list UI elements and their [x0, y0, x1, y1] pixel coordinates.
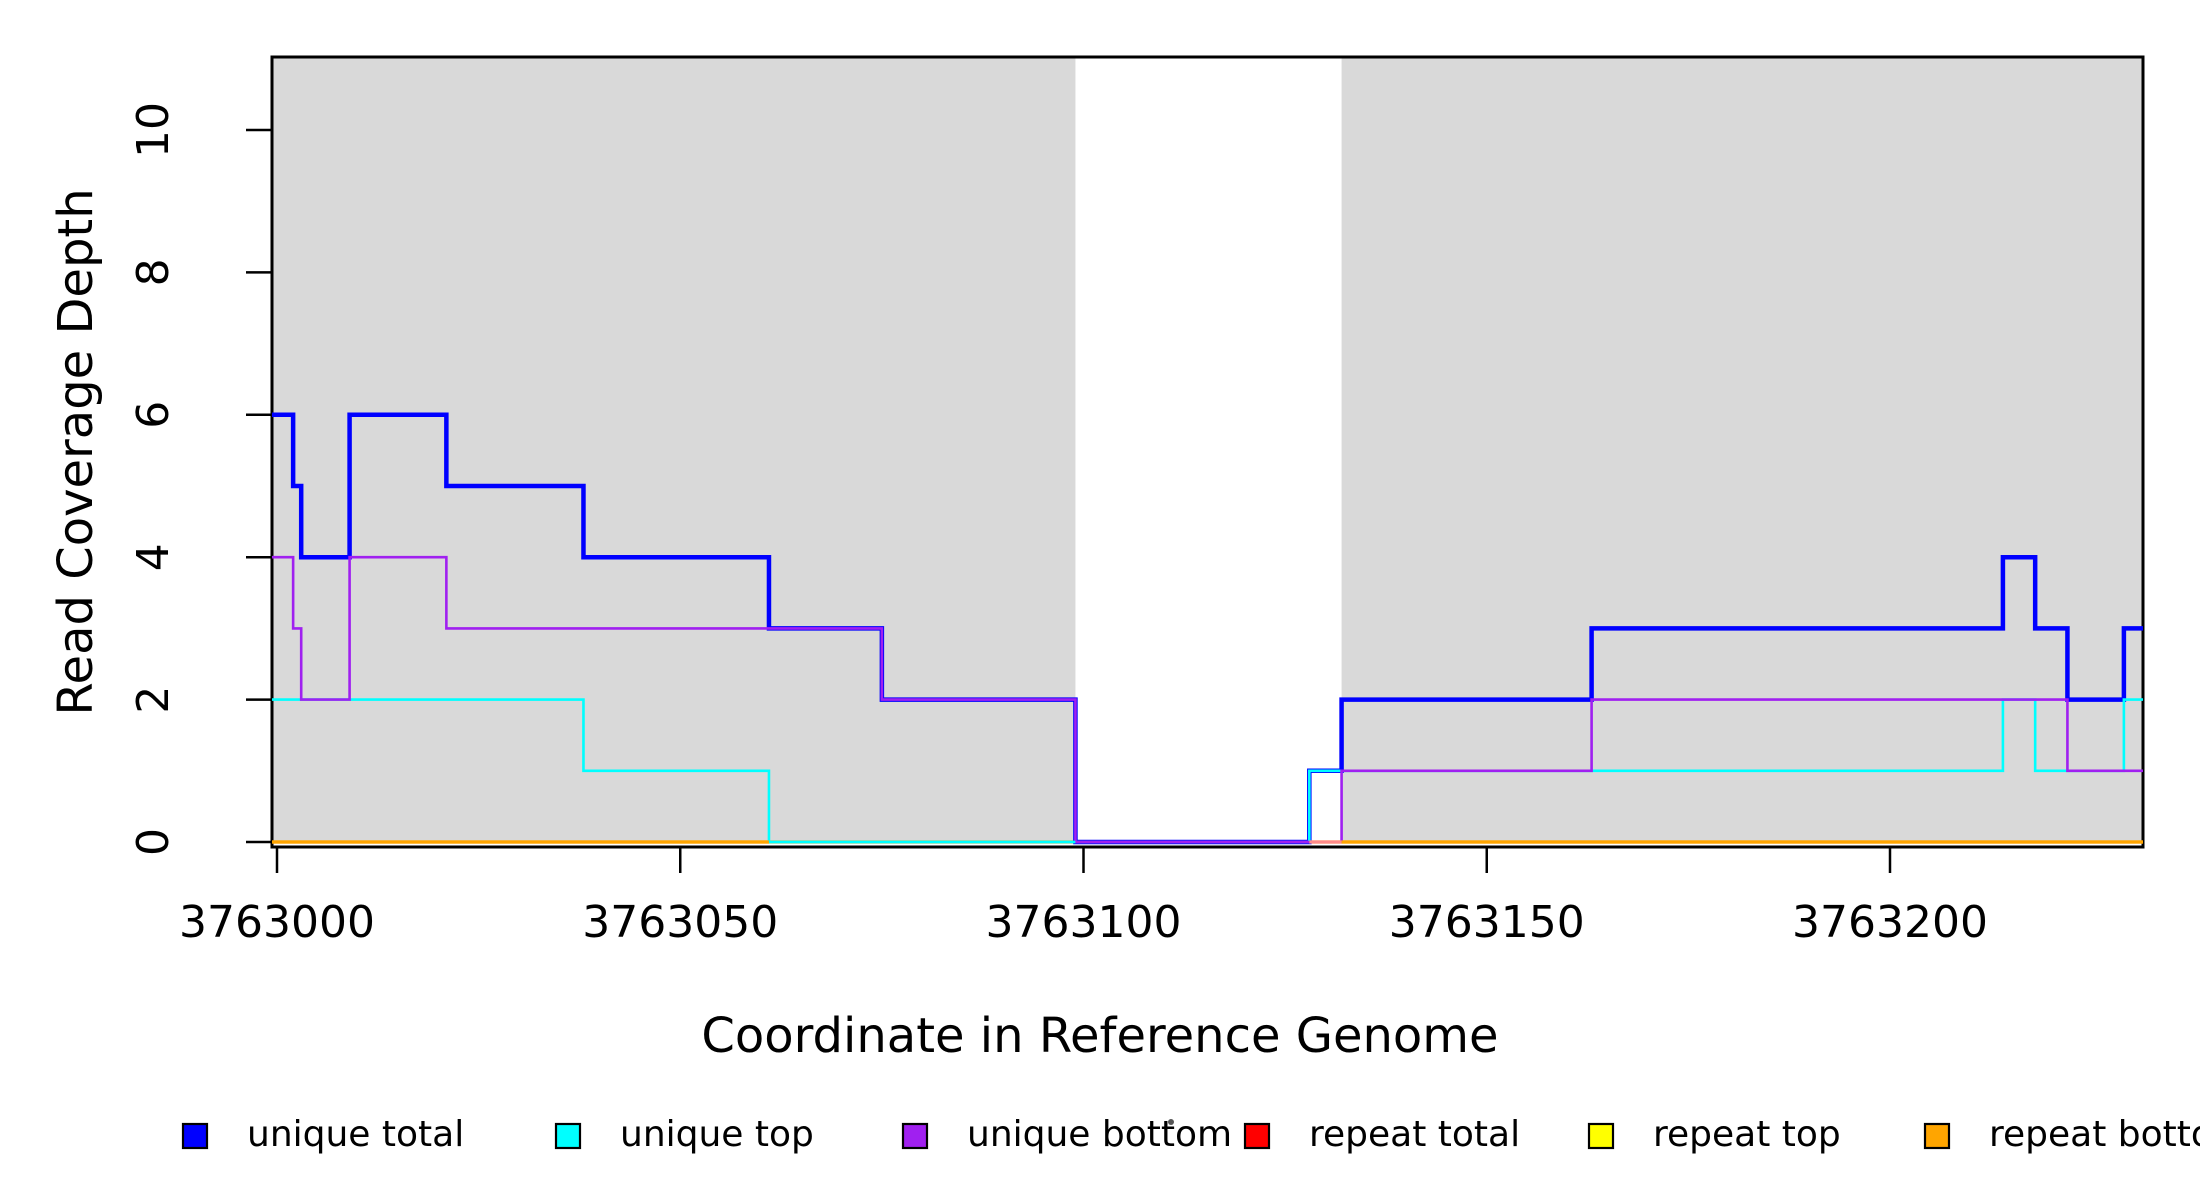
axis-ticks-layer: 3763000 3763050 3763100 3763150 3763200 0 2 4 6 8… — [128, 102, 1988, 948]
x-axis-tick-label: 3763000 — [179, 897, 375, 948]
y-axis-tick-label: 0 — [128, 828, 179, 856]
legend-item-repeat-top: repeat top — [1587, 1114, 1841, 1155]
y-axis-tick-label: 2 — [128, 686, 179, 714]
y-axis-title: Read Coverage Depth — [48, 188, 104, 715]
y-axis-tick-label: 10 — [128, 102, 179, 158]
legend-label: repeat top — [1653, 1114, 1841, 1155]
y-axis-tick-label: 6 — [128, 401, 179, 429]
legend-swatch — [181, 1122, 209, 1150]
legend-item-unique-bottom: unique bottom — [901, 1114, 1232, 1155]
shaded-regions-layer — [272, 57, 2143, 842]
legend-item-unique-total: unique total — [181, 1114, 464, 1155]
y-axis-tick-label: 8 — [128, 258, 179, 286]
legend: unique total unique top unique bottom repea… — [181, 1114, 2200, 1155]
legend-label: unique top — [620, 1114, 814, 1155]
legend-label: unique bottom — [967, 1114, 1232, 1155]
shaded-region — [272, 57, 1076, 842]
legend-swatch — [1243, 1122, 1271, 1150]
y-axis-tick-label: 4 — [128, 543, 179, 571]
x-axis-tick-label: 3763100 — [986, 897, 1182, 948]
legend-label: repeat bottom — [1989, 1114, 2200, 1155]
x-axis-tick-label: 3763200 — [1792, 897, 1988, 948]
legend-item-repeat-total: repeat total — [1243, 1114, 1520, 1155]
x-axis-tick-label: 3763050 — [582, 897, 778, 948]
stray-mark — [1168, 1119, 1174, 1125]
legend-swatch — [1923, 1122, 1951, 1150]
plot-frame — [270, 55, 2145, 849]
plot-frame-layer — [270, 55, 2145, 849]
legend-swatch — [554, 1122, 582, 1150]
legend-swatch — [1587, 1122, 1615, 1150]
series-line-unique-bottom — [272, 555, 2143, 844]
x-axis-title: Coordinate in Reference Genome — [701, 1008, 1498, 1064]
legend-label: unique total — [247, 1114, 464, 1155]
shaded-region — [1341, 57, 2143, 842]
legend-label: repeat total — [1309, 1114, 1520, 1155]
legend-item-repeat-bottom: repeat bottom — [1923, 1114, 2200, 1155]
legend-swatch — [901, 1122, 929, 1150]
x-axis-tick-label: 3763150 — [1389, 897, 1585, 948]
legend-item-unique-top: unique top — [554, 1114, 814, 1155]
